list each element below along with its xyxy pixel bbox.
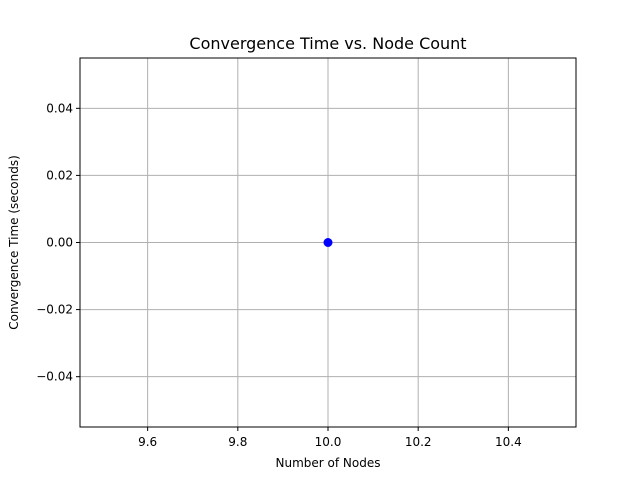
y-tick-label: 0.00 (46, 236, 73, 250)
y-tick-label: −0.02 (36, 303, 73, 317)
y-tick-label: 0.02 (46, 168, 73, 182)
grid (80, 58, 576, 427)
x-axis-title: Number of Nodes (276, 456, 381, 470)
y-axis-ticks: −0.04 −0.02 0.00 0.02 0.04 (36, 101, 80, 384)
x-axis-ticks: 9.6 9.8 10.0 10.2 10.4 (138, 427, 522, 449)
y-tick-label: −0.04 (36, 370, 73, 384)
scatter-point (323, 238, 333, 247)
x-tick-label: 9.6 (138, 435, 157, 449)
x-tick-label: 9.8 (228, 435, 247, 449)
x-tick-label: 10.2 (405, 435, 432, 449)
y-axis-title: Convergence Time (seconds) (7, 155, 21, 330)
data-points (323, 238, 333, 247)
x-tick-label: 10.0 (315, 435, 342, 449)
chart-title: Convergence Time vs. Node Count (189, 34, 466, 53)
x-tick-label: 10.4 (495, 435, 522, 449)
y-tick-label: 0.04 (46, 101, 73, 115)
